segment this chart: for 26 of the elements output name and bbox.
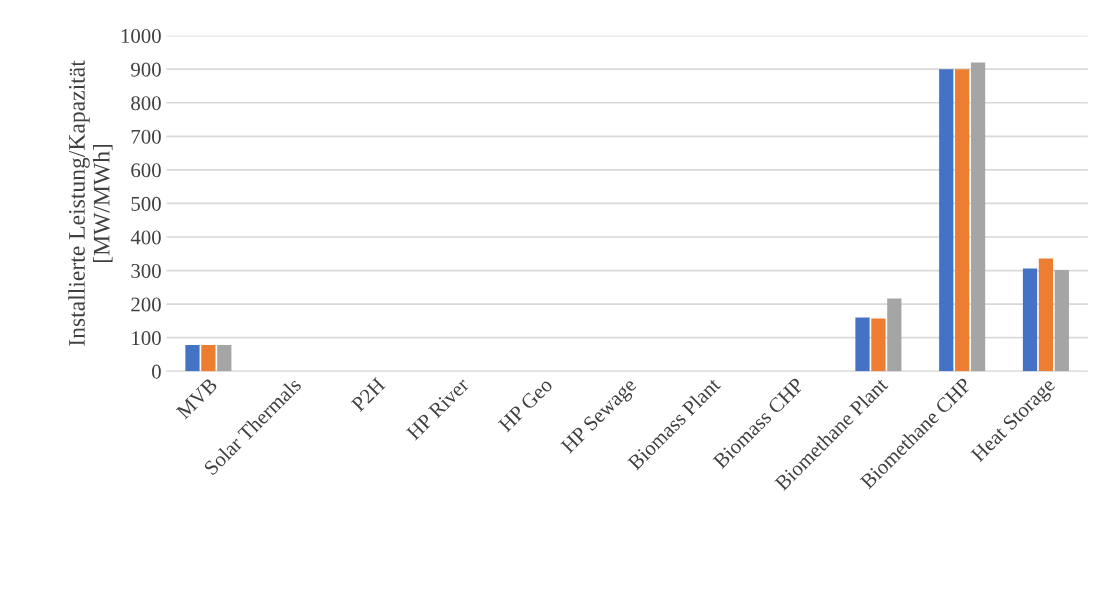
x-tick-label: HP Geo xyxy=(497,377,554,433)
y-tick-label: 400 xyxy=(130,230,161,245)
y-tick-label: 500 xyxy=(131,196,161,211)
bar xyxy=(217,345,232,372)
y-tick-label: 300 xyxy=(131,263,161,278)
y-tick-label: 100 xyxy=(132,331,161,346)
bar xyxy=(1022,268,1038,372)
y-tick-label: 900 xyxy=(131,62,161,77)
bar xyxy=(955,69,970,372)
y-tick-label: 200 xyxy=(131,297,161,312)
y-tick-label: 0 xyxy=(152,364,161,379)
bar xyxy=(1054,269,1069,372)
bar xyxy=(970,62,986,372)
x-tick-label: P2H xyxy=(350,377,386,413)
bar xyxy=(871,318,886,372)
y-tick-label: 600 xyxy=(131,163,161,178)
bar xyxy=(185,345,200,372)
y-axis-title: Installierte Leistung/Kapazität [MW/MWh] xyxy=(68,60,113,346)
y-tick-label: 700 xyxy=(131,129,161,144)
bar xyxy=(887,298,902,372)
bar xyxy=(855,317,870,372)
y-tick-label: 1000 xyxy=(121,29,161,44)
bar xyxy=(1038,258,1054,372)
bar xyxy=(939,69,954,372)
y-tick-label: 800 xyxy=(131,96,161,111)
bar xyxy=(201,345,216,372)
